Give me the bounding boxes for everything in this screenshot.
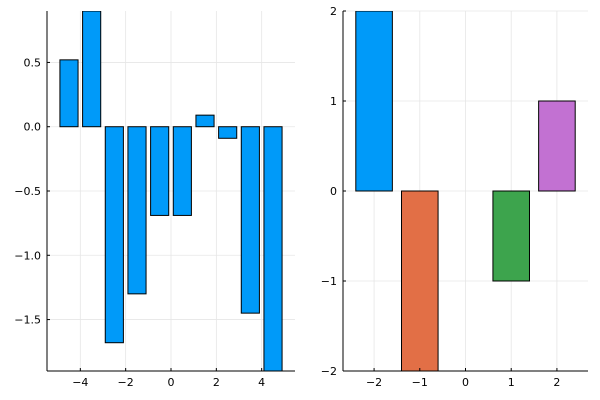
y-tick-label: 0 [330, 185, 337, 198]
x-tick-label: 4 [258, 376, 265, 389]
bar [355, 11, 393, 192]
x-tick-label: −4 [72, 376, 88, 389]
x-tick-label: 1 [508, 376, 515, 389]
bar [127, 126, 147, 295]
x-tick-label: 0 [168, 376, 175, 389]
bar [172, 126, 192, 216]
bar [263, 126, 283, 371]
y-tick-label: −1 [321, 275, 337, 288]
y-tick-label: −0.5 [14, 185, 41, 198]
bar [538, 100, 576, 192]
bars [59, 11, 283, 371]
x-tick-label: 0 [462, 376, 469, 389]
bar [150, 126, 170, 216]
bar [218, 126, 238, 139]
bar [59, 59, 79, 128]
x-tick-label: −2 [366, 376, 382, 389]
y-tick-label: 2 [330, 5, 337, 18]
right-bar-chart: −2 −1 0 1 2 2 1 0 −1 −2 [321, 5, 588, 389]
x-tick-label: −2 [118, 376, 134, 389]
y-tick-label: −1.0 [14, 249, 41, 262]
y-tick-label: −2 [321, 365, 337, 378]
x-tick-label: 2 [553, 376, 560, 389]
bar [240, 126, 260, 314]
x-tick-label: −1 [412, 376, 428, 389]
y-tick-label: 0.5 [24, 56, 42, 69]
bars [355, 11, 576, 371]
bar [195, 114, 215, 128]
x-tick-label: 2 [213, 376, 220, 389]
y-tick-label: −1.5 [14, 314, 41, 327]
bar [401, 190, 439, 371]
bar [492, 190, 530, 282]
y-tick-label: 0.0 [24, 121, 42, 134]
y-tick-label: 1 [330, 95, 337, 108]
bar [104, 126, 124, 344]
bar [82, 11, 102, 128]
left-bar-chart: −4 −2 0 2 4 0.5 0.0 −0.5 −1.0 −1.5 [14, 11, 295, 389]
